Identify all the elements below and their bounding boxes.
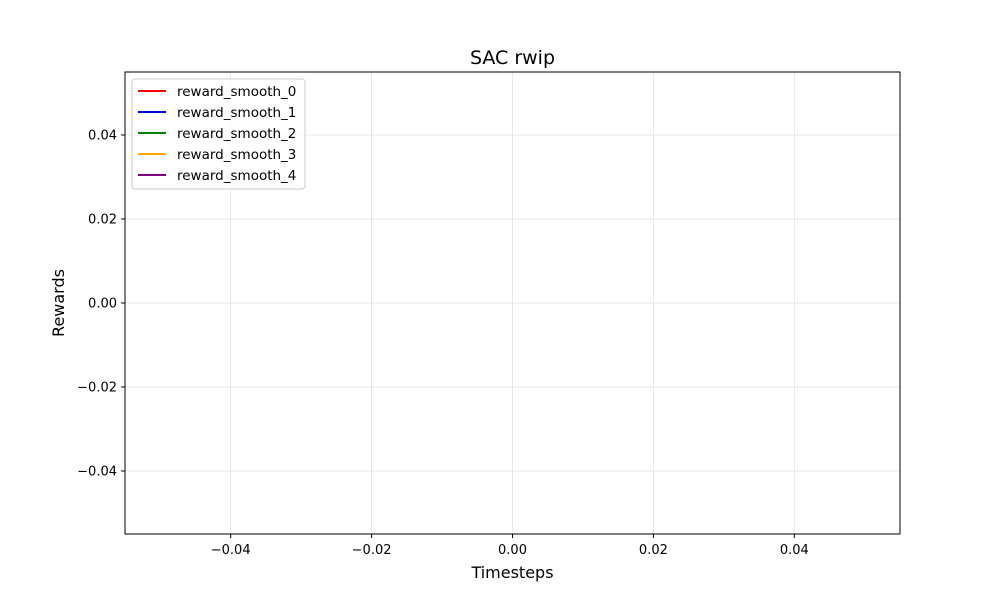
legend-label-4: reward_smooth_4 xyxy=(177,168,296,184)
legend-label-3: reward_smooth_3 xyxy=(177,147,296,163)
y-tick-label: 0.02 xyxy=(88,213,117,228)
x-axis-title: Timesteps xyxy=(470,563,553,582)
y-axis-ticks: −0.04 −0.02 0.00 0.02 0.04 xyxy=(77,129,125,480)
x-tick-label: −0.04 xyxy=(211,543,251,558)
legend-label-2: reward_smooth_2 xyxy=(177,126,296,142)
y-tick-label: 0.04 xyxy=(88,129,117,144)
legend-entries: reward_smooth_0 reward_smooth_1 reward_smo… xyxy=(138,84,296,184)
legend: reward_smooth_0 reward_smooth_1 reward_smo… xyxy=(131,78,306,190)
grid xyxy=(125,72,900,534)
x-tick-label: −0.02 xyxy=(352,543,392,558)
x-axis-ticks: −0.04 −0.02 0.00 0.02 0.04 xyxy=(211,534,809,558)
legend-label-0: reward_smooth_0 xyxy=(177,84,296,100)
y-tick-label: −0.04 xyxy=(77,465,117,480)
chart-title: SAC rwip xyxy=(470,47,555,69)
y-tick-label: −0.02 xyxy=(77,381,117,396)
legend-label-1: reward_smooth_1 xyxy=(177,105,296,121)
x-tick-label: 0.00 xyxy=(498,543,527,558)
y-tick-label: 0.00 xyxy=(88,297,117,312)
x-tick-label: 0.04 xyxy=(780,543,809,558)
x-tick-label: 0.02 xyxy=(639,543,668,558)
legend-box xyxy=(131,78,306,190)
y-axis-title: Rewards xyxy=(49,269,68,337)
